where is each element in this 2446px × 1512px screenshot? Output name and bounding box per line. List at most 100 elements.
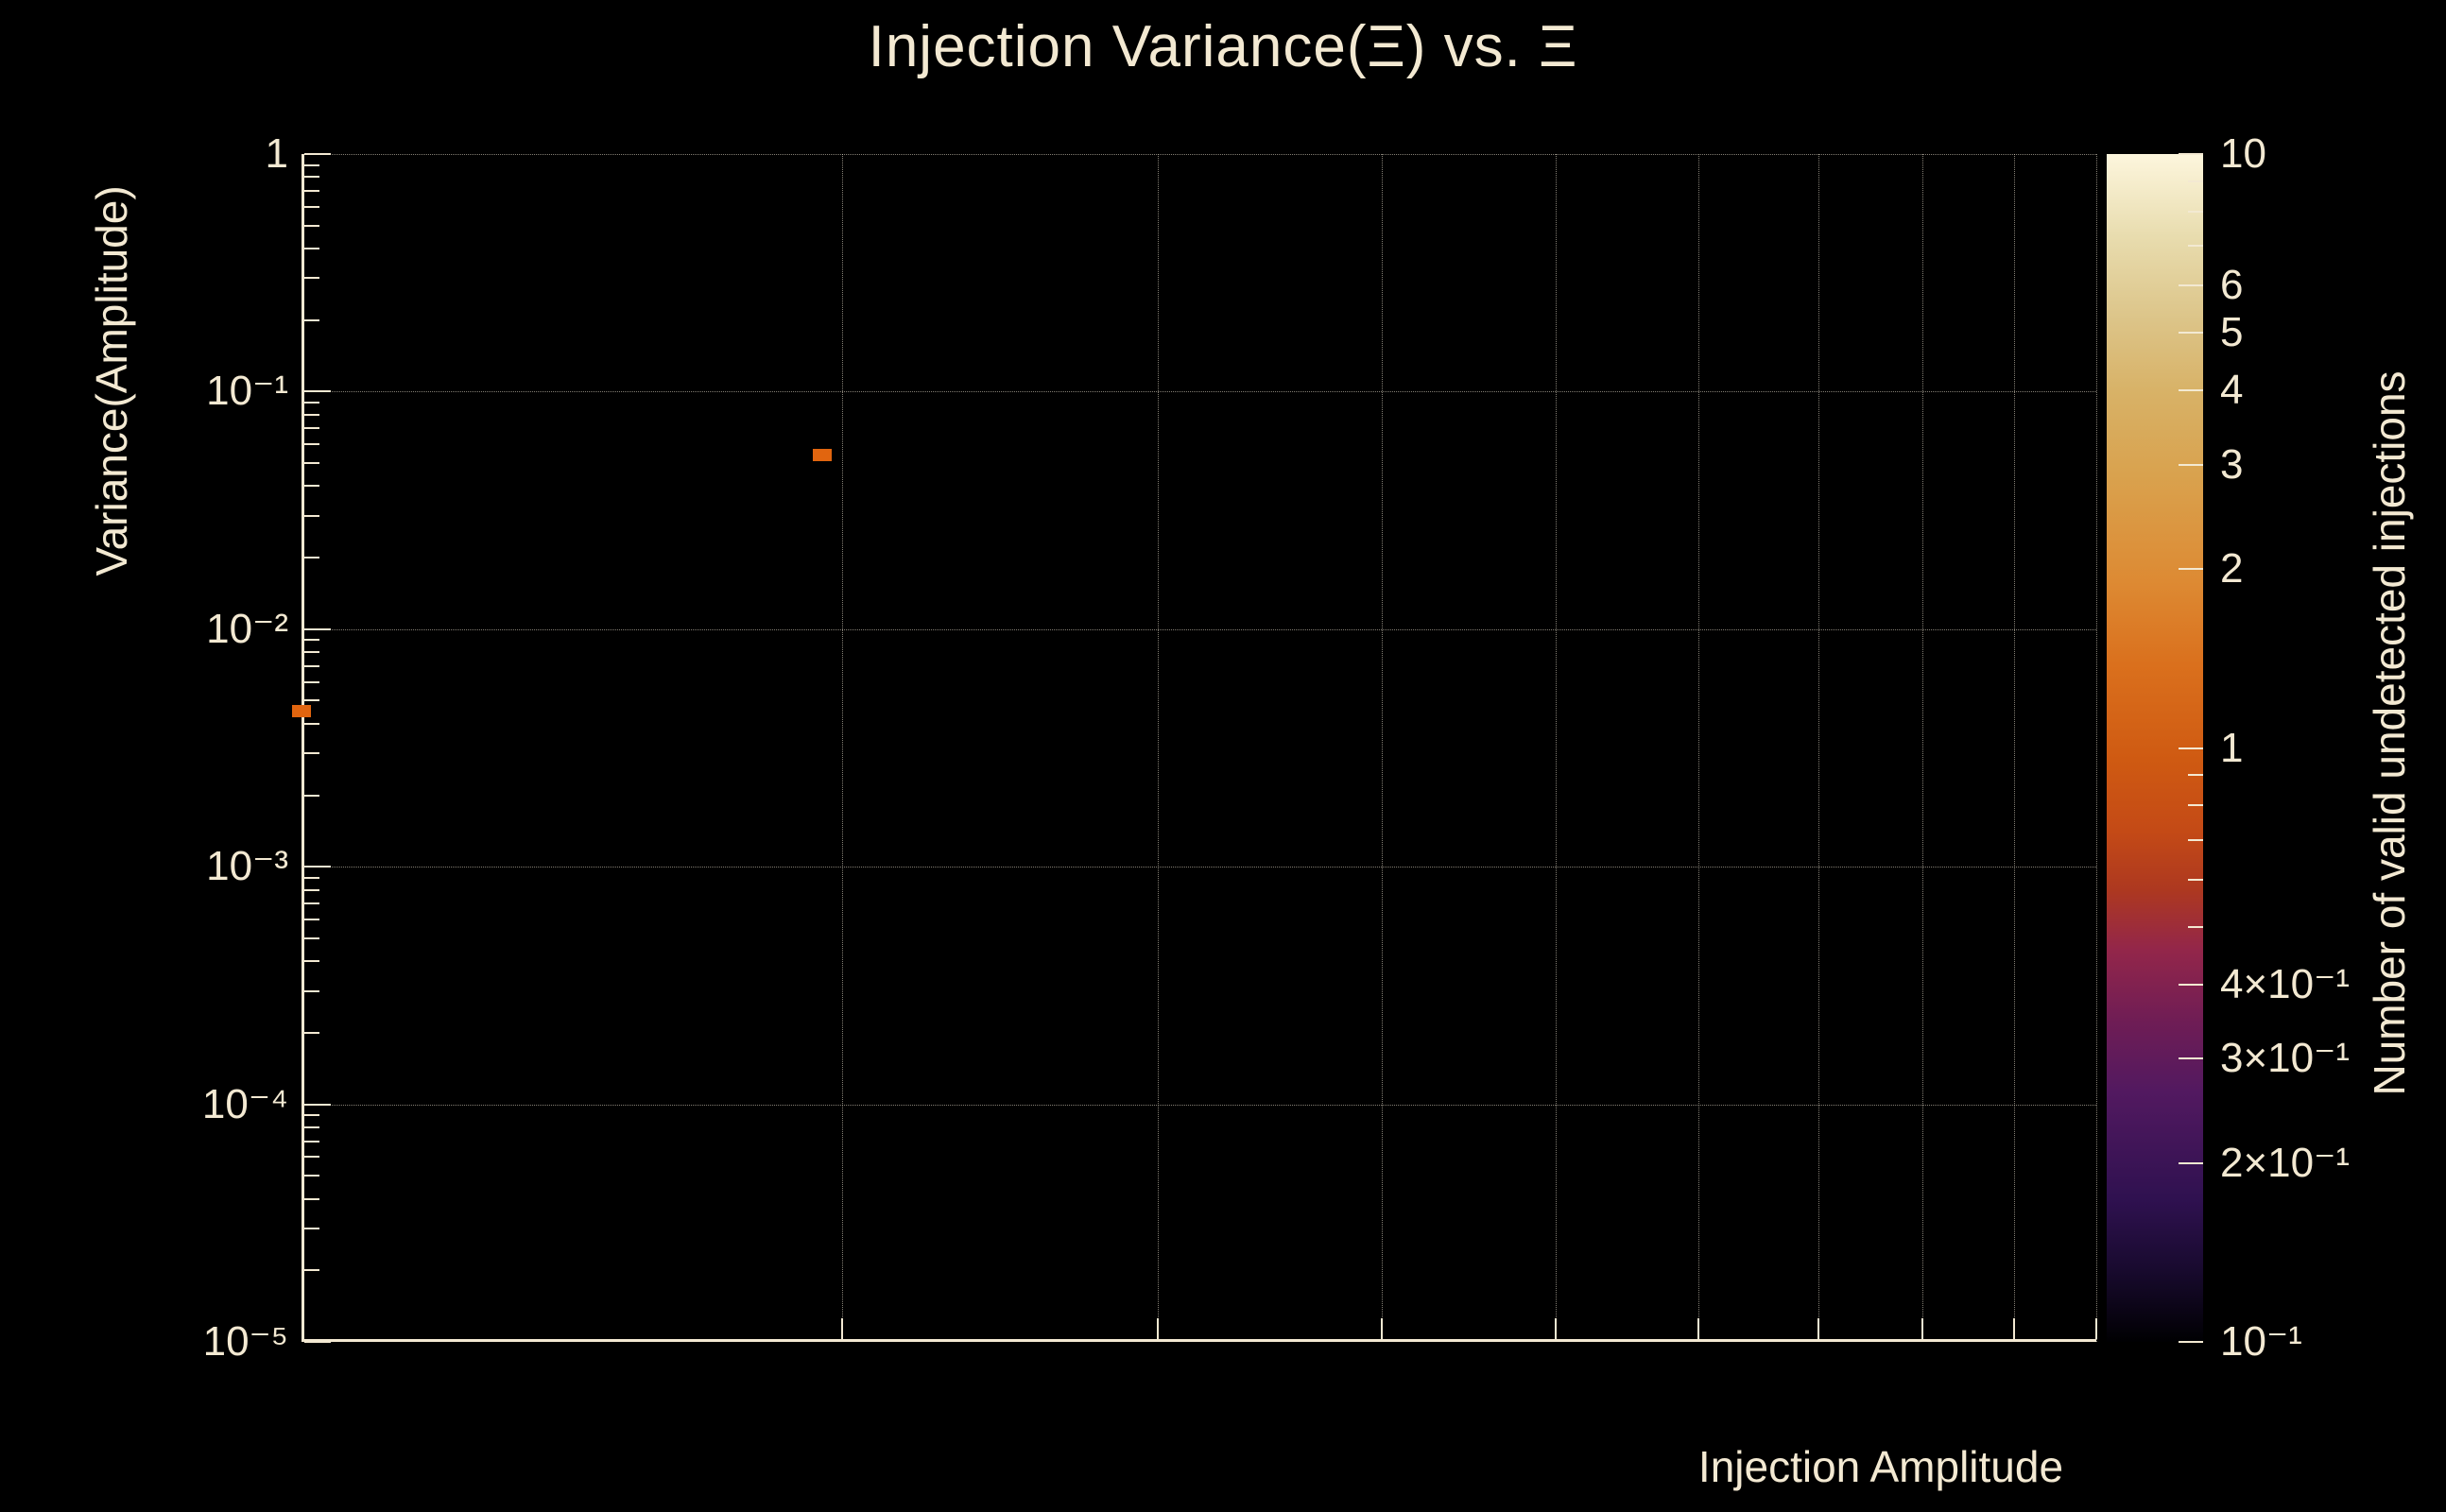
x-gridline bbox=[2096, 154, 2097, 1342]
colorbar-minor-tick bbox=[2188, 838, 2203, 841]
x-gridline bbox=[1817, 154, 1819, 1342]
x-gridline bbox=[1921, 154, 1923, 1342]
chart-title: Injection Variance(Ξ) vs. Ξ bbox=[868, 14, 1578, 79]
x-gridline bbox=[1556, 154, 1558, 1342]
y-minor-tick bbox=[304, 989, 319, 992]
y-minor-tick bbox=[304, 462, 319, 465]
colorbar-tick bbox=[2179, 389, 2203, 392]
x-gridline bbox=[1158, 154, 1160, 1342]
y-minor-tick bbox=[304, 918, 319, 920]
y-major-tick bbox=[304, 627, 331, 630]
y-gridline bbox=[301, 1104, 2096, 1106]
y-minor-tick bbox=[304, 902, 319, 905]
y-gridline bbox=[301, 628, 2096, 630]
colorbar-tick bbox=[2179, 1341, 2203, 1343]
x-tick bbox=[1697, 1318, 1699, 1339]
y-minor-tick bbox=[304, 205, 319, 208]
colorbar-minor-tick bbox=[2188, 804, 2203, 807]
y-minor-tick bbox=[304, 1140, 319, 1143]
colorbar-tick-label: 4×10⁻¹ bbox=[2220, 960, 2350, 1007]
colorbar-tick bbox=[2179, 284, 2203, 287]
y-tick-label: 10⁻³ bbox=[206, 843, 288, 890]
colorbar-tick bbox=[2179, 463, 2203, 466]
y-minor-tick bbox=[304, 176, 319, 179]
colorbar-tick bbox=[2179, 332, 2203, 335]
data-point bbox=[812, 449, 832, 462]
colorbar-minor-tick bbox=[2188, 210, 2203, 213]
x-tick bbox=[2095, 1318, 2097, 1339]
y-minor-tick bbox=[304, 557, 319, 559]
y-tick-label: 10⁻¹ bbox=[206, 368, 288, 415]
colorbar-tick-label: 2 bbox=[2220, 545, 2244, 593]
colorbar-tick-label: 4 bbox=[2220, 367, 2244, 414]
y-minor-tick bbox=[304, 639, 319, 642]
y-minor-tick bbox=[304, 651, 319, 654]
y-minor-tick bbox=[304, 680, 319, 683]
colorbar-tick-label: 10⁻¹ bbox=[2220, 1318, 2302, 1365]
colorbar-tick-label: 3×10⁻¹ bbox=[2220, 1035, 2350, 1082]
y-gridline bbox=[301, 391, 2096, 393]
x-tick bbox=[1921, 1318, 1923, 1339]
colorbar-tick bbox=[2179, 568, 2203, 571]
y-minor-tick bbox=[304, 224, 319, 227]
x-tick bbox=[1157, 1318, 1160, 1339]
colorbar-tick bbox=[2179, 153, 2203, 155]
y-tick-label: 10⁻² bbox=[206, 605, 288, 652]
y-gridline bbox=[301, 867, 2096, 868]
colorbar-minor-tick bbox=[2188, 774, 2203, 777]
y-minor-tick bbox=[304, 1175, 319, 1177]
data-point bbox=[292, 705, 311, 718]
y-major-tick bbox=[304, 153, 331, 155]
y-minor-tick bbox=[304, 722, 319, 725]
y-tick-label: 1 bbox=[265, 130, 288, 177]
y-minor-tick bbox=[304, 427, 319, 430]
colorbar-minor-tick bbox=[2188, 925, 2203, 928]
y-minor-tick bbox=[304, 163, 319, 166]
y-tick-label: 10⁻⁴ bbox=[201, 1080, 288, 1127]
y-minor-tick bbox=[304, 960, 319, 963]
colorbar-tick-label: 2×10⁻¹ bbox=[2220, 1139, 2350, 1186]
x-gridline bbox=[841, 154, 843, 1342]
y-minor-tick bbox=[304, 752, 319, 755]
y-minor-tick bbox=[304, 1269, 319, 1272]
y-minor-tick bbox=[304, 413, 319, 416]
y-major-tick bbox=[304, 1341, 331, 1343]
x-gridline bbox=[2014, 154, 2016, 1342]
y-minor-tick bbox=[304, 1031, 319, 1034]
colorbar-tick-label: 10 bbox=[2220, 130, 2266, 177]
x-gridline bbox=[1382, 154, 1384, 1342]
colorbar-minor-tick bbox=[2188, 180, 2203, 182]
colorbar-tick bbox=[2179, 1057, 2203, 1060]
y-tick-label: 10⁻⁵ bbox=[202, 1318, 288, 1365]
colorbar-tick-label: 1 bbox=[2220, 724, 2244, 771]
y-minor-tick bbox=[304, 401, 319, 404]
colorbar-tick-label: 5 bbox=[2220, 309, 2244, 356]
y-minor-tick bbox=[304, 876, 319, 879]
y-minor-tick bbox=[304, 1156, 319, 1159]
colorbar-tick bbox=[2179, 1161, 2203, 1164]
y-minor-tick bbox=[304, 485, 319, 488]
x-gridline bbox=[1697, 154, 1699, 1342]
y-minor-tick bbox=[304, 248, 319, 250]
colorbar-tick-label: 3 bbox=[2220, 440, 2244, 488]
x-tick bbox=[1555, 1318, 1558, 1339]
colorbar-tick-label: 6 bbox=[2220, 262, 2244, 309]
y-minor-tick bbox=[304, 1125, 319, 1128]
y-minor-tick bbox=[304, 318, 319, 321]
y-gridline bbox=[301, 154, 2096, 155]
y-minor-tick bbox=[304, 794, 319, 797]
y-minor-tick bbox=[304, 699, 319, 702]
y-minor-tick bbox=[304, 1114, 319, 1117]
colorbar-minor-tick bbox=[2188, 878, 2203, 881]
colorbar-minor-tick bbox=[2188, 245, 2203, 248]
x-tick bbox=[840, 1318, 843, 1339]
y-minor-tick bbox=[304, 277, 319, 280]
y-minor-tick bbox=[304, 1228, 319, 1230]
y-minor-tick bbox=[304, 514, 319, 517]
colorbar-title: Number of valid undetected injections bbox=[2365, 370, 2414, 1096]
plot-frame bbox=[301, 154, 2096, 1342]
x-axis-title: Injection Amplitude bbox=[1697, 1442, 2064, 1491]
x-tick bbox=[1381, 1318, 1384, 1339]
y-minor-tick bbox=[304, 1197, 319, 1200]
